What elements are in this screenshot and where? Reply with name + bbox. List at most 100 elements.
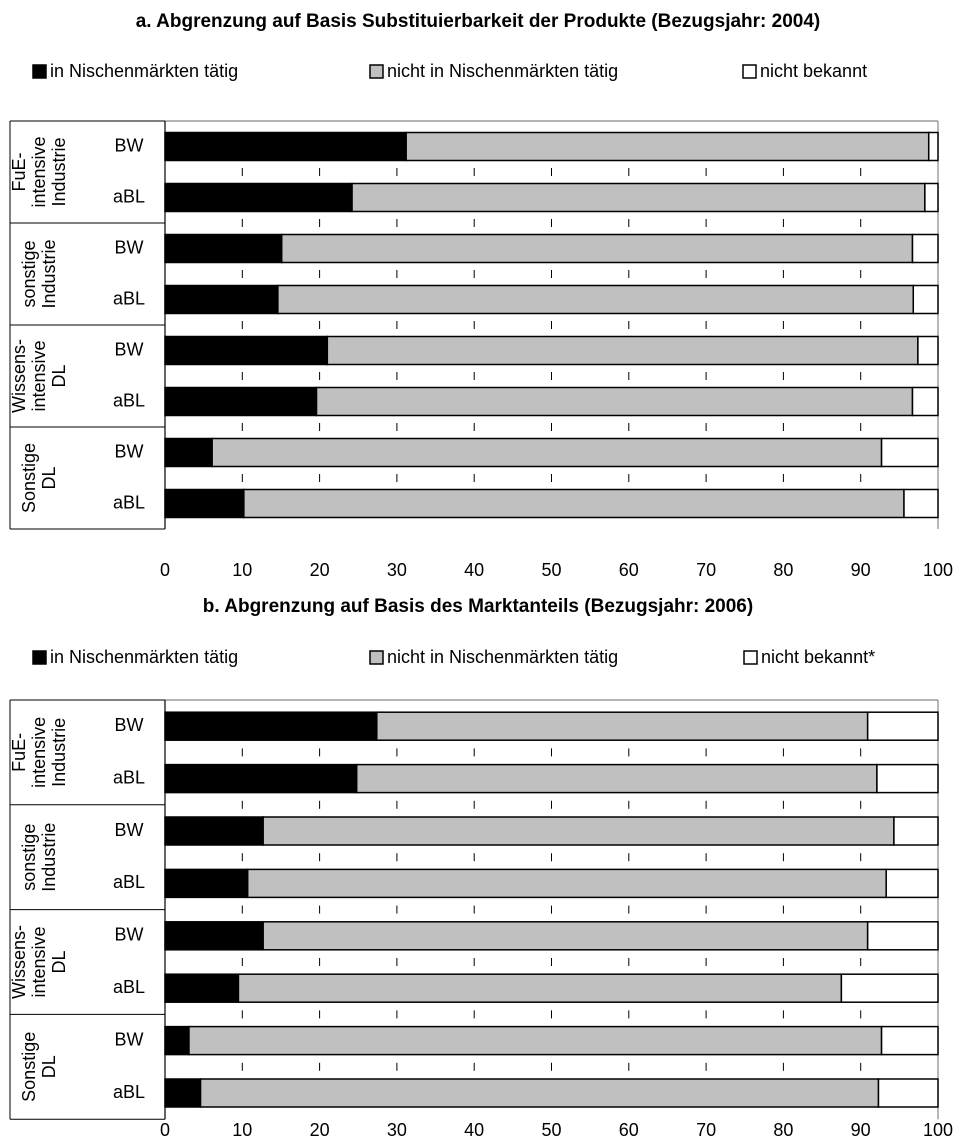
- bar-segment-nicht-bekannt: [877, 1078, 939, 1108]
- x-tick-label: 90: [851, 560, 871, 580]
- chart-b: b. Abgrenzung auf Basis des Marktanteils…: [9, 596, 953, 1140]
- legend-swatch-0: [32, 64, 47, 79]
- bar-segment-nicht-bekannt: [880, 1025, 939, 1056]
- category-label: aBL: [113, 767, 145, 787]
- bar-segment-nicht-in-nischen: [262, 921, 869, 951]
- x-tick-label: 60: [619, 560, 639, 580]
- bar-segment-nicht-bekannt: [885, 868, 939, 899]
- x-tick-label: 90: [851, 1120, 871, 1140]
- legend-label-0: in Nischenmärkten tätig: [50, 647, 238, 667]
- bar-segment-nicht-in-nischen: [376, 711, 869, 741]
- x-tick-label: 100: [923, 560, 953, 580]
- group-label-line: Industrie: [39, 239, 59, 308]
- x-tick-label: 60: [619, 1120, 639, 1140]
- group-label-line: Sonstige: [19, 443, 39, 513]
- group-label: Sonstige DL: [19, 1032, 59, 1102]
- legend-swatch-1: [369, 64, 384, 79]
- group-label-line: intensive: [29, 136, 49, 207]
- x-tick-label: 20: [310, 560, 330, 580]
- x-tick-label: 0: [160, 1120, 170, 1140]
- x-tick-label: 70: [696, 560, 716, 580]
- group-label-line: Industrie: [49, 718, 69, 787]
- legend-label-2: nicht bekannt*: [761, 647, 875, 667]
- bar-segment-nicht-bekannt: [927, 131, 939, 162]
- bar-segment-nicht-bekannt: [880, 437, 939, 468]
- x-tick-label: 40: [464, 1120, 484, 1140]
- legend-label-1: nicht in Nischenmärkten tätig: [387, 61, 618, 81]
- group-label: sonstige Industrie: [19, 239, 59, 308]
- bar-segment-nicht-in-nischen: [188, 1025, 883, 1056]
- category-label: BW: [115, 339, 144, 359]
- category-label: BW: [115, 925, 144, 945]
- bar-segment-in-nischen: [164, 763, 358, 794]
- group-label-line: Industrie: [49, 137, 69, 206]
- x-tick-label: 50: [541, 1120, 561, 1140]
- category-label: aBL: [113, 1082, 145, 1102]
- x-tick-label: 20: [310, 1120, 330, 1140]
- bar-segment-in-nischen: [164, 233, 283, 264]
- bar-segment-nicht-bekannt: [912, 284, 939, 315]
- bar-segment-nicht-bekannt: [903, 488, 939, 519]
- bar-segment-in-nischen: [164, 488, 245, 519]
- category-label: BW: [115, 441, 144, 461]
- x-tick-label: 0: [160, 560, 170, 580]
- bar-segment-nicht-in-nischen: [326, 335, 919, 366]
- bar-segment-nicht-in-nischen: [211, 437, 883, 468]
- bar-segment-in-nischen: [164, 284, 279, 315]
- bar-segment-nicht-bekannt: [866, 711, 939, 741]
- category-label: BW: [115, 135, 144, 155]
- bar-segment-in-nischen: [164, 437, 213, 468]
- category-label: BW: [115, 715, 144, 735]
- legend-swatch-2: [742, 64, 757, 79]
- category-label: BW: [115, 1029, 144, 1049]
- bar-segment-nicht-bekannt: [866, 921, 939, 951]
- bar-segment-in-nischen: [164, 131, 407, 162]
- bar-segment-in-nischen: [164, 921, 264, 951]
- x-tick-label: 30: [387, 560, 407, 580]
- group-label-line: FuE-: [9, 733, 29, 772]
- group-label-line: intensive: [29, 926, 49, 997]
- group-label: sonstige Industrie: [19, 823, 59, 892]
- x-tick-label: 10: [232, 1120, 252, 1140]
- group-label: FuE-intensive Industrie: [9, 136, 69, 207]
- legend: in Nischenmärkten tätig nicht in Nischenm…: [32, 61, 867, 81]
- bar-segment-nicht-in-nischen: [237, 973, 843, 1003]
- x-tick-label: 30: [387, 1120, 407, 1140]
- group-label-line: DL: [39, 466, 59, 489]
- group-label: Wissens-intensive DL: [9, 339, 69, 413]
- bar-segment-nicht-in-nischen: [262, 816, 895, 846]
- x-tick-label: 10: [232, 560, 252, 580]
- category-label: aBL: [113, 492, 145, 512]
- bar-segment-in-nischen: [164, 973, 240, 1003]
- group-label: Sonstige DL: [19, 443, 59, 513]
- x-tick-label: 50: [541, 560, 561, 580]
- legend: in Nischenmärkten tätig nicht in Nischenm…: [32, 647, 875, 667]
- group-label-line: DL: [49, 364, 69, 387]
- bar-segment-in-nischen: [164, 711, 378, 741]
- legend-label-0: in Nischenmärkten tätig: [50, 61, 238, 81]
- group-label: Wissens-intensive DL: [9, 925, 69, 999]
- legend-label-1: nicht in Nischenmärkten tätig: [387, 647, 618, 667]
- group-label-line: Industrie: [39, 823, 59, 892]
- bar-segment-nicht-bekannt: [924, 182, 939, 213]
- chart-title: a. Abgrenzung auf Basis Substituierbarke…: [136, 11, 821, 32]
- bar-segment-nicht-bekannt: [893, 816, 939, 846]
- bar-segment-nicht-in-nischen: [277, 284, 915, 315]
- x-tick-label: 100: [923, 1120, 953, 1140]
- bar-segment-nicht-bekannt: [840, 973, 939, 1003]
- bar-segment-nicht-in-nischen: [351, 182, 926, 213]
- group-label-line: FuE-: [9, 152, 29, 191]
- x-tick-label: 40: [464, 560, 484, 580]
- bar-segment-nicht-in-nischen: [355, 763, 878, 794]
- category-label: aBL: [113, 288, 145, 308]
- group-label-line: Sonstige: [19, 1032, 39, 1102]
- group-label-line: intensive: [29, 717, 49, 788]
- group-label-line: DL: [49, 950, 69, 973]
- group-label-line: Wissens-: [9, 925, 29, 999]
- bar-segment-in-nischen: [164, 868, 249, 899]
- bar-segment-in-nischen: [164, 335, 329, 366]
- category-label: aBL: [113, 186, 145, 206]
- category-label: aBL: [113, 872, 145, 892]
- bar-segment-nicht-in-nischen: [280, 233, 914, 264]
